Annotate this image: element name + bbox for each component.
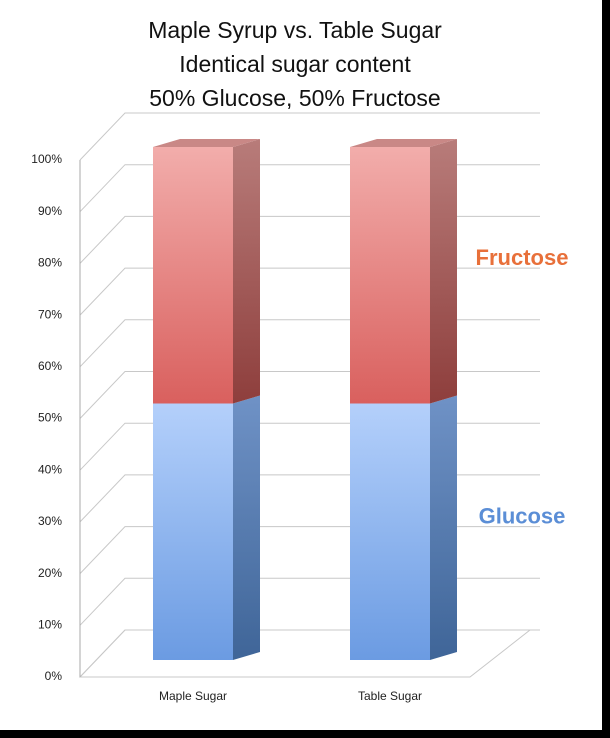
x-tick-label: Table Sugar xyxy=(358,689,422,703)
bar-side xyxy=(233,139,260,404)
bar-top xyxy=(350,139,457,147)
y-tick-label: 100% xyxy=(31,152,62,166)
grid-line xyxy=(79,112,540,161)
y-tick-label: 40% xyxy=(38,462,62,476)
bar-side xyxy=(233,395,260,660)
bar-side xyxy=(430,395,457,660)
legend-label: Glucose xyxy=(479,504,566,529)
chart-title: Maple Syrup vs. Table Sugar xyxy=(148,17,442,43)
bar-side xyxy=(430,139,457,404)
y-tick-label: 0% xyxy=(45,669,63,683)
y-tick-label: 50% xyxy=(38,411,62,425)
legend-label: Fructose xyxy=(476,245,569,270)
chart-subtitle: 50% Glucose, 50% Fructose xyxy=(149,85,440,111)
bar-segment xyxy=(153,403,233,660)
y-tick-label: 10% xyxy=(38,617,62,631)
bar-segment xyxy=(350,403,430,660)
y-tick-label: 90% xyxy=(38,204,62,218)
chart-subtitle: Identical sugar content xyxy=(179,51,411,77)
bar-top xyxy=(153,139,260,147)
background xyxy=(0,0,602,730)
y-tick-label: 20% xyxy=(38,566,62,580)
y-tick-label: 80% xyxy=(38,256,62,270)
y-tick-label: 70% xyxy=(38,307,62,321)
bar-segment xyxy=(153,147,233,404)
y-tick-label: 30% xyxy=(38,514,62,528)
x-tick-label: Maple Sugar xyxy=(159,689,227,703)
bar-segment xyxy=(350,147,430,404)
y-tick-label: 60% xyxy=(38,359,62,373)
